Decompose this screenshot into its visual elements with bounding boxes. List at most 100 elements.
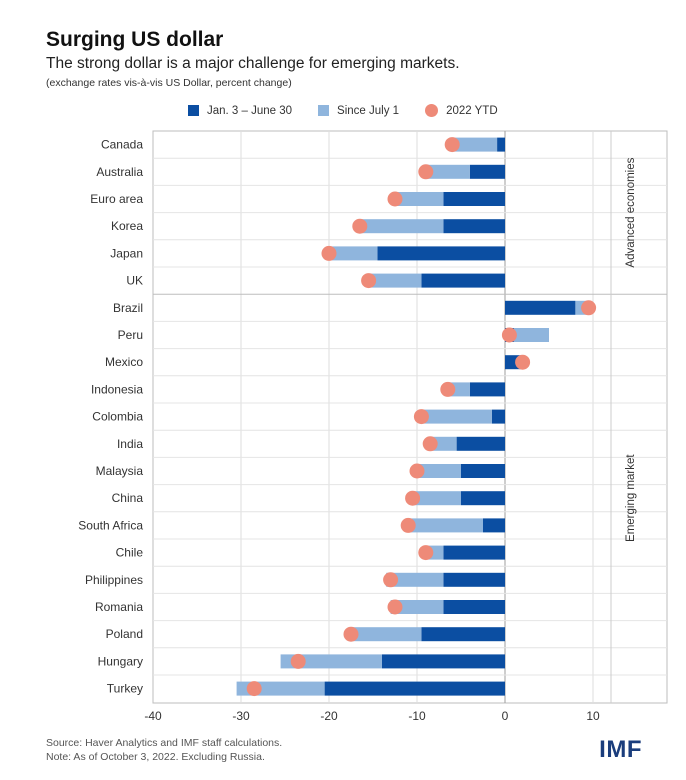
dot-ytd	[413, 409, 429, 425]
legend-item-since-july: Since July 1	[318, 105, 399, 117]
dot-ytd	[440, 381, 456, 397]
chart-subtitle: The strong dollar is a major challenge f…	[46, 55, 460, 72]
x-tick-label: -40	[144, 709, 162, 723]
bar-jan-june	[456, 436, 505, 451]
dot-ytd	[515, 354, 531, 370]
bar-jan-june	[443, 192, 505, 206]
bar-since-july	[329, 246, 378, 261]
category-label: Japan	[110, 246, 143, 260]
bar-since-july	[280, 654, 382, 669]
category-label: Indonesia	[91, 382, 143, 396]
imf-logo: IMF	[599, 736, 642, 763]
dot-ytd	[387, 599, 403, 615]
category-label: Mexico	[105, 355, 143, 369]
dot-ytd	[361, 273, 377, 289]
bar-since-july	[351, 627, 422, 642]
legend-item-ytd: 2022 YTD	[425, 104, 498, 117]
legend: Jan. 3 – June 30 Since July 1 2022 YTD	[188, 104, 524, 117]
dot-ytd	[383, 572, 399, 588]
x-tick-label: -10	[408, 709, 426, 723]
bar-jan-june	[483, 518, 505, 533]
legend-label-ytd: 2022 YTD	[446, 104, 498, 117]
dot-ytd	[444, 137, 460, 153]
bar-since-july	[513, 328, 549, 342]
bar-since-july	[412, 491, 461, 506]
bar-jan-june	[421, 273, 505, 288]
category-label: Poland	[106, 627, 143, 641]
footnote-text: Note: As of October 3, 2022. Excluding R…	[46, 751, 265, 763]
legend-label-since-july: Since July 1	[337, 104, 400, 117]
bar-since-july	[425, 164, 470, 179]
bar-jan-june	[324, 681, 505, 696]
category-label: Chile	[116, 546, 144, 560]
bar-since-july	[359, 219, 444, 234]
dot-ytd	[405, 490, 421, 506]
dot-ytd	[409, 463, 425, 479]
dot-ytd	[422, 436, 438, 452]
bar-jan-june	[381, 654, 505, 669]
category-label: Turkey	[107, 682, 143, 696]
bar-jan-june	[505, 300, 576, 315]
dot-ytd	[501, 327, 517, 343]
bar-jan-june	[377, 246, 505, 261]
category-label: Canada	[101, 138, 143, 152]
dot-ytd	[387, 191, 403, 207]
bar-jan-june	[421, 627, 505, 642]
bar-since-july	[421, 409, 492, 424]
category-label: UK	[126, 274, 143, 288]
chart-title: Surging US dollar	[46, 28, 224, 51]
bar-jan-june	[461, 491, 505, 506]
legend-label-jan-june: Jan. 3 – June 30	[207, 104, 293, 117]
source-text: Source: Haver Analytics and IMF staff ca…	[46, 737, 283, 749]
category-label: Brazil	[113, 301, 143, 315]
category-label: Philippines	[85, 573, 143, 587]
bar-since-july	[417, 464, 461, 478]
bar-jan-june	[443, 545, 505, 560]
bar-jan-june	[497, 137, 505, 152]
bar-since-july	[368, 273, 422, 288]
category-label: China	[112, 491, 144, 505]
group-label-emerging: Emerging market	[625, 454, 637, 542]
x-tick-label: 0	[502, 709, 509, 723]
bar-since-july	[386, 572, 444, 587]
category-label: Hungary	[98, 654, 143, 668]
bar-since-july	[395, 192, 444, 206]
category-label: Malaysia	[96, 464, 144, 478]
x-tick-label: -30	[232, 709, 250, 723]
dot-ytd	[400, 517, 416, 533]
bar-jan-june	[443, 219, 505, 234]
bar-jan-june	[461, 464, 505, 478]
bar-jan-june	[469, 164, 505, 179]
category-label: South Africa	[78, 518, 143, 532]
group-label-advanced: Advanced economies	[625, 157, 637, 267]
x-tick-label: -20	[320, 709, 338, 723]
bar-since-july	[390, 600, 444, 614]
category-label: India	[117, 437, 143, 451]
plot-frame	[152, 130, 668, 704]
bar-jan-june	[443, 600, 505, 614]
category-label: Romania	[95, 600, 143, 614]
legend-item-jan-june: Jan. 3 – June 30	[188, 105, 292, 117]
category-label: Euro area	[90, 192, 143, 206]
dot-ytd	[581, 300, 597, 316]
dot-ytd	[352, 218, 368, 234]
legend-swatch-dark	[188, 105, 199, 116]
legend-swatch-light	[318, 105, 330, 116]
dot-ytd	[246, 681, 262, 697]
category-label: Australia	[96, 165, 143, 179]
x-tick-label: 10	[586, 709, 600, 723]
category-label: Colombia	[92, 410, 143, 424]
bar-since-july	[408, 518, 483, 533]
legend-dot-ytd	[425, 104, 439, 117]
bar-jan-june	[443, 572, 505, 587]
dot-ytd	[290, 653, 306, 669]
dot-ytd	[321, 245, 337, 261]
category-label: Korea	[111, 219, 143, 233]
dot-ytd	[418, 545, 434, 561]
chart-note: (exchange rates vis-à-vis US Dollar, per…	[46, 77, 292, 89]
category-label: Peru	[118, 328, 143, 342]
dot-ytd	[343, 626, 359, 642]
bar-jan-june	[491, 409, 505, 424]
bar-since-july	[453, 137, 498, 152]
